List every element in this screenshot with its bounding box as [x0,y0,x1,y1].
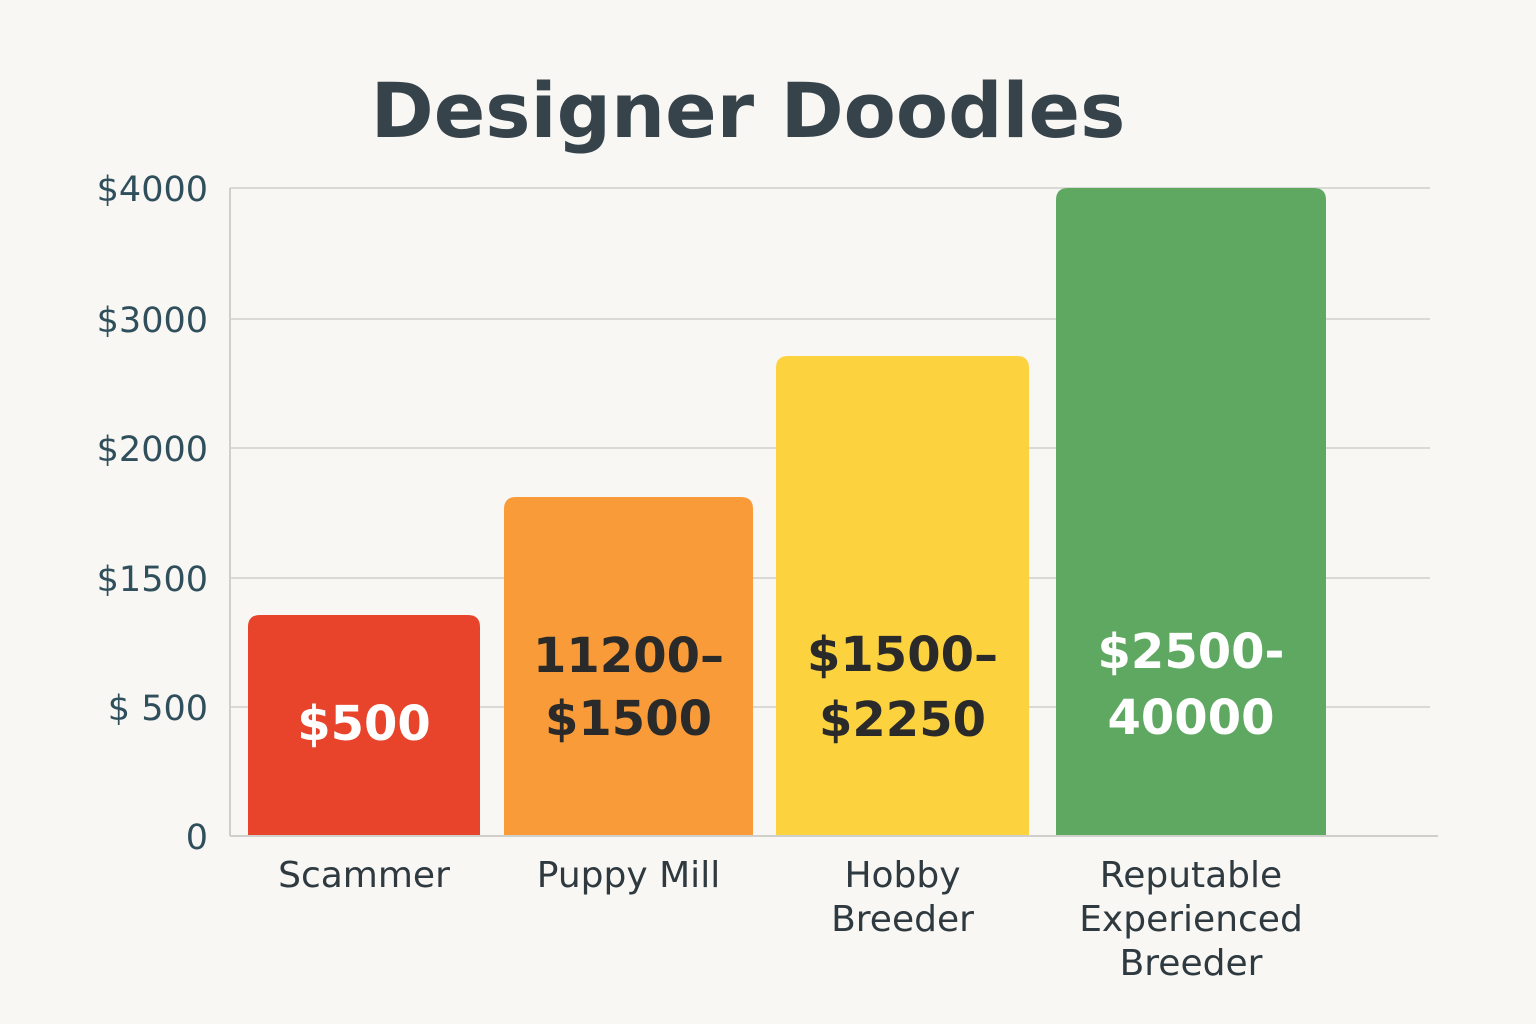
y-tick-label: $4000 [97,170,208,210]
bar [776,356,1029,836]
bar [504,497,753,836]
bar-value-labels: $500 11200– $1500 $1500– $2250 $2500- 40000 [297,624,1284,752]
bar-value-label: 40000 [1108,690,1275,746]
x-category-label: Breeder [1120,943,1263,984]
bars [248,188,1326,836]
y-tick-label: $ 500 [108,689,208,729]
bar-value-label: $1500 [545,691,712,747]
bar [1056,188,1326,836]
bar-value-label: 11200– [533,628,724,684]
x-category-label: Scammer [278,855,450,896]
bar [248,615,480,836]
y-tick-label: 0 [186,818,208,858]
x-category-label: Breeder [831,899,974,940]
x-category-label: Hobby [844,855,960,896]
bar-value-label: $500 [297,696,431,752]
bar-value-label: $2500- [1098,624,1285,680]
bar-value-label: $2250 [819,692,986,748]
y-tick-label: $2000 [97,430,208,470]
x-category-label: Puppy Mill [537,855,720,896]
y-tick-label: $3000 [97,301,208,341]
bar-value-label: $1500– [807,627,998,683]
y-axis-ticks: 0 $ 500 $1500 $2000 $3000 $4000 [97,170,208,858]
x-axis-categories: Scammer Puppy Mill HobbyBreederReputableEx… [278,855,1303,984]
x-category-label: Experienced [1079,899,1303,940]
x-category-label: Reputable [1100,855,1282,896]
y-tick-label: $1500 [97,560,208,600]
chart-title: Designer Doodles [371,66,1126,155]
